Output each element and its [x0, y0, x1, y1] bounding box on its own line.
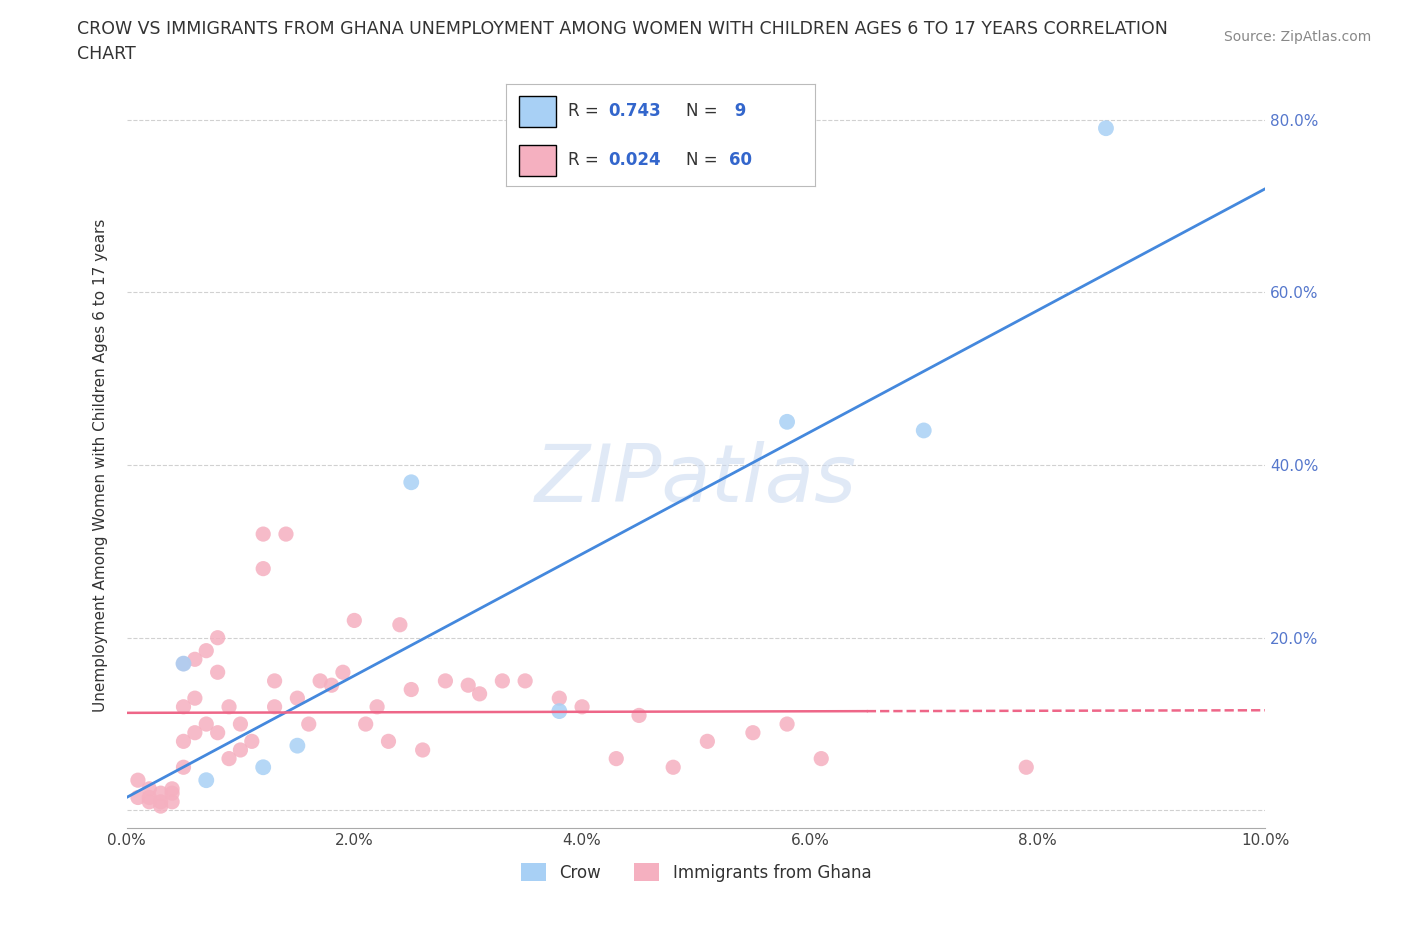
Point: [184, 725, 207, 740]
Point: [696, 734, 718, 749]
Point: [229, 742, 252, 757]
Point: [218, 699, 240, 714]
Point: [195, 773, 218, 788]
FancyBboxPatch shape: [519, 96, 555, 126]
Point: [810, 751, 832, 766]
Point: [548, 704, 571, 719]
Point: [605, 751, 627, 766]
Text: N =: N =: [686, 152, 723, 169]
Point: [287, 691, 309, 706]
Text: R =: R =: [568, 102, 605, 120]
Point: [491, 673, 513, 688]
Point: [252, 526, 274, 541]
Point: [207, 725, 229, 740]
Point: [662, 760, 685, 775]
Point: [548, 691, 571, 706]
Point: [457, 678, 479, 693]
Point: [571, 699, 593, 714]
Point: [263, 699, 285, 714]
Point: [195, 644, 218, 658]
Point: [127, 773, 149, 788]
Point: [468, 686, 491, 701]
Point: [274, 526, 297, 541]
Point: [138, 794, 160, 809]
Point: [263, 673, 285, 688]
Point: [377, 734, 399, 749]
Point: [172, 657, 194, 671]
Point: [149, 799, 172, 814]
Point: [321, 678, 343, 693]
Point: [229, 717, 252, 732]
Point: [628, 708, 651, 723]
Point: [412, 742, 434, 757]
Point: [252, 561, 274, 576]
Point: [149, 794, 172, 809]
Point: [207, 631, 229, 645]
Point: [184, 691, 207, 706]
Point: [776, 415, 799, 430]
Point: [207, 665, 229, 680]
Point: [287, 738, 309, 753]
Point: [160, 786, 183, 801]
Text: Source: ZipAtlas.com: Source: ZipAtlas.com: [1223, 30, 1371, 44]
FancyBboxPatch shape: [519, 145, 555, 176]
Text: 0.024: 0.024: [609, 152, 661, 169]
Point: [252, 760, 274, 775]
Point: [172, 699, 194, 714]
Point: [401, 475, 423, 490]
Y-axis label: Unemployment Among Women with Children Ages 6 to 17 years: Unemployment Among Women with Children A…: [93, 219, 108, 711]
Text: R =: R =: [568, 152, 605, 169]
Text: N =: N =: [686, 102, 723, 120]
Point: [343, 613, 366, 628]
Point: [912, 423, 935, 438]
Point: [366, 699, 388, 714]
Point: [401, 682, 423, 697]
Point: [172, 760, 194, 775]
Point: [515, 673, 537, 688]
Point: [388, 618, 411, 632]
Point: [742, 725, 765, 740]
Point: [172, 734, 194, 749]
Text: ZIPatlas: ZIPatlas: [534, 441, 858, 519]
Point: [332, 665, 354, 680]
Point: [184, 652, 207, 667]
Text: 0.743: 0.743: [609, 102, 661, 120]
Point: [1095, 121, 1118, 136]
Legend: Crow, Immigrants from Ghana: Crow, Immigrants from Ghana: [515, 857, 877, 888]
Point: [138, 781, 160, 796]
Text: 9: 9: [728, 102, 747, 120]
Point: [195, 717, 218, 732]
Point: [434, 673, 457, 688]
Point: [149, 786, 172, 801]
Point: [160, 794, 183, 809]
Text: 60: 60: [728, 152, 752, 169]
Point: [309, 673, 332, 688]
Text: CHART: CHART: [77, 45, 136, 62]
Point: [354, 717, 377, 732]
Point: [160, 781, 183, 796]
Point: [776, 717, 799, 732]
Point: [138, 790, 160, 805]
Point: [218, 751, 240, 766]
Point: [1015, 760, 1038, 775]
Point: [240, 734, 263, 749]
Text: CROW VS IMMIGRANTS FROM GHANA UNEMPLOYMENT AMONG WOMEN WITH CHILDREN AGES 6 TO 1: CROW VS IMMIGRANTS FROM GHANA UNEMPLOYME…: [77, 20, 1168, 38]
Point: [172, 657, 194, 671]
Point: [298, 717, 321, 732]
Point: [127, 790, 149, 805]
